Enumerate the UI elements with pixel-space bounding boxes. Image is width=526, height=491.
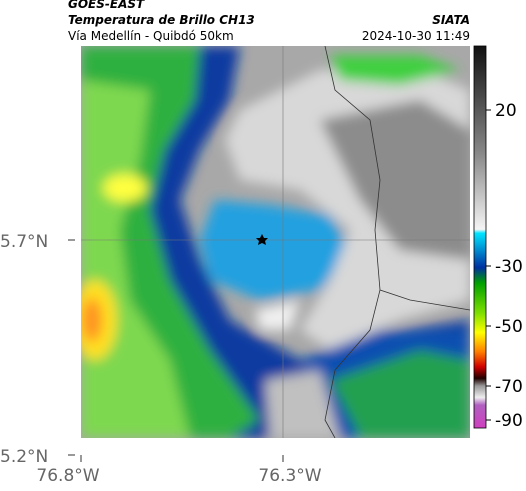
colorbar-label: -90 (495, 411, 523, 431)
colorbar-label: -30 (495, 257, 523, 277)
region: Vía Medellín - Quibdó 50km (68, 29, 234, 43)
source: GOES-EAST (68, 0, 145, 11)
lon-label: 76.8°W (36, 466, 99, 486)
colorbar-ticks: 20 -30 -50 -70 -90 (486, 101, 523, 431)
timestamp: 2024-10-30 11:49 (362, 29, 470, 43)
agency: SIATA (432, 13, 470, 27)
colorbar-label: -70 (495, 377, 523, 397)
lon-label: 76.3°W (258, 466, 321, 486)
colorbar (473, 45, 487, 429)
satellite-image (81, 46, 470, 438)
product: Temperatura de Brillo CH13 (68, 13, 255, 27)
lat-label: 5.2°N (0, 447, 48, 467)
colorbar-label: -50 (495, 317, 523, 337)
colorbar-label: 20 (495, 101, 517, 121)
lat-label: 5.7°N (0, 232, 48, 252)
